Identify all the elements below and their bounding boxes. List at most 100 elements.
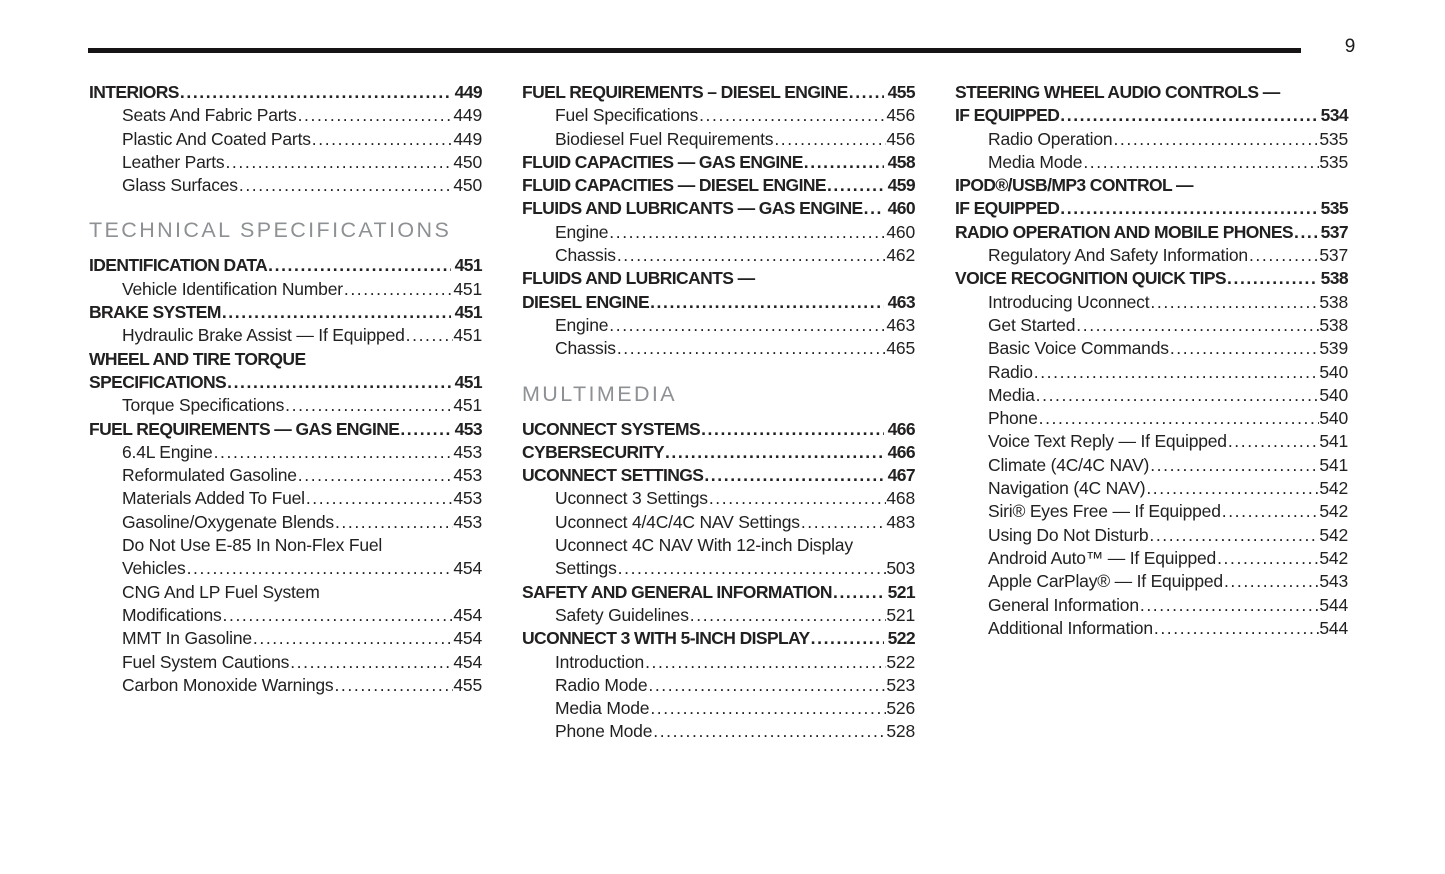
toc-entry-title: Chassis [555,245,616,266]
toc-entry-row: Hydraulic Brake Assist — If Equipped 451 [122,324,482,347]
toc-entry: Plastic And Coated Parts 449 [89,128,482,151]
dot-leader [227,371,450,394]
toc-entry: Regulatory And Safety Information 537 [955,244,1348,267]
toc-entry: Uconnect 3 Settings 468 [522,487,915,510]
toc-section-header: TECHNICAL SPECIFICATIONS [89,218,452,243]
dot-leader [187,557,454,580]
toc-entry: SAFETY AND GENERAL INFORMATION 521 [522,581,916,604]
dot-leader [1060,104,1316,127]
toc-entry: Gasoline/Oxygenate Blends 453 [89,511,482,534]
toc-entry-row: Uconnect 4/4C/4C NAV Settings 483 [555,511,915,534]
toc-entry-page: 451 [453,395,482,416]
toc-entry-row: Vehicles 454 [122,557,482,580]
toc-entry-row: Materials Added To Fuel 453 [122,487,482,510]
toc-entry-title-line1: FLUIDS AND LUBRICANTS — [522,268,755,289]
toc-entry: Apple CarPlay® — If Equipped 543 [955,570,1348,593]
toc-entry-row: Radio Mode 523 [555,674,915,697]
toc-entry-title: Hydraulic Brake Assist — If Equipped [122,325,405,346]
toc-entry-title: Glass Surfaces [122,175,238,196]
toc-entry: Radio Operation 535 [955,128,1348,151]
toc-entry: Biodiesel Fuel Requirements 456 [522,128,915,151]
toc-entry-title: Uconnect 3 Settings [555,488,708,509]
toc-entry-page: 454 [453,604,482,625]
toc-entry-row: Glass Surfaces 450 [122,174,482,197]
toc-entry-page: 523 [886,674,915,695]
dot-leader [1036,384,1320,407]
toc-entry: Get Started 538 [955,314,1348,337]
toc-entry-title: Radio Mode [555,674,648,695]
toc-entry: INTERIORS 449 [89,81,483,104]
top-rule [88,48,1301,53]
dot-leader [774,128,886,151]
toc-entry-row: Additional Information 544 [988,617,1348,640]
toc-entry-title: Voice Text Reply — If Equipped [988,431,1227,452]
toc-entry: FUEL REQUIREMENTS — GAS ENGINE 453 [89,418,483,441]
toc-entry: Chassis 465 [522,337,915,360]
toc-entry: FLUIDS AND LUBRICANTS — GAS ENGINE 460 [522,197,916,220]
toc-entry: IPOD®/USB/MP3 CONTROL —IF EQUIPPED 535 [955,174,1349,221]
dot-leader [1224,570,1319,593]
toc-entry-row: UCONNECT SETTINGS 467 [522,464,916,487]
toc-entry: Carbon Monoxide Warnings 455 [89,674,482,697]
toc-entry-page: 453 [453,511,482,532]
toc-entry-page: 540 [1319,361,1348,382]
toc-entry-row: Chassis 465 [555,337,915,360]
toc-entry-title: Climate (4C/4C NAV) [988,454,1150,475]
dot-leader [827,174,884,197]
dot-leader [617,244,887,267]
dot-leader [290,651,453,674]
toc-entry-row: Plastic And Coated Parts 449 [122,128,482,151]
toc-entry-page: 537 [1320,221,1349,242]
toc-entry-title: SPECIFICATIONS [89,371,227,392]
toc-entry-row: Gasoline/Oxygenate Blends 453 [122,511,482,534]
toc-column-3: STEERING WHEEL AUDIO CONTROLS — IF EQUIPP… [955,81,1349,744]
toc-entry-row: Using Do Not Disturb 542 [988,524,1348,547]
toc-entry-page: 535 [1320,198,1349,219]
toc-entry-page: 451 [454,255,483,276]
toc-entry: VOICE RECOGNITION QUICK TIPS 538 [955,267,1349,290]
toc-entry-title: UCONNECT 3 WITH 5-INCH DISPLAY [522,628,810,649]
toc-entry-row: Media 540 [988,384,1348,407]
toc-entry-title: Materials Added To Fuel [122,488,305,509]
dot-leader [699,104,886,127]
toc-entry-page: 454 [453,651,482,672]
toc-entry-row: Media Mode 535 [988,151,1348,174]
dot-leader [406,324,454,347]
toc-entry-title: SAFETY AND GENERAL INFORMATION [522,581,833,602]
toc-entry: FLUIDS AND LUBRICANTS —DIESEL ENGINE 463 [522,267,916,314]
dot-leader [285,394,453,417]
toc-entry-title: Torque Specifications [122,395,285,416]
toc-entry-page: 542 [1319,478,1348,499]
toc-entry-row: Navigation (4C NAV) 542 [988,477,1348,500]
toc-entry-title: Carbon Monoxide Warnings [122,674,334,695]
toc-entry-page: 463 [887,291,916,312]
toc-entry-title-line1: CNG And LP Fuel System [122,581,320,602]
toc-entry-row: Voice Text Reply — If Equipped 541 [988,430,1348,453]
toc-entry-page: 453 [453,441,482,462]
toc-entry-page: 538 [1319,314,1348,335]
toc-entry-page: 521 [887,581,916,602]
dot-leader [222,301,451,324]
toc-entry: Engine 460 [522,221,915,244]
toc-entry-title: BRAKE SYSTEM [89,302,221,323]
toc-entry: Safety Guidelines 521 [522,604,915,627]
toc-entry-title: FUEL REQUIREMENTS — GAS ENGINE [89,418,400,439]
toc-entry-page: 541 [1319,454,1348,475]
toc-entry-page: 450 [453,151,482,172]
toc-entry-title: CYBERSECURITY [522,441,665,462]
toc-entry: Uconnect 4C NAV With 12-inch Display Sett… [522,534,915,581]
dot-leader [268,254,450,277]
dot-leader [609,221,886,244]
toc-entry: Torque Specifications 451 [89,394,482,417]
toc-entry: Leather Parts 450 [89,151,482,174]
toc-entry-page: 449 [454,82,483,102]
toc-entry-page: 543 [1319,571,1348,592]
toc-entry-row: Leather Parts 450 [122,151,482,174]
dot-leader [298,464,454,487]
toc-entry: Uconnect 4/4C/4C NAV Settings 483 [522,511,915,534]
toc-entry-page: 528 [886,721,915,742]
toc-entry: IDENTIFICATION DATA 451 [89,254,483,277]
dot-leader [645,651,886,674]
toc-entry: Phone 540 [955,407,1348,430]
